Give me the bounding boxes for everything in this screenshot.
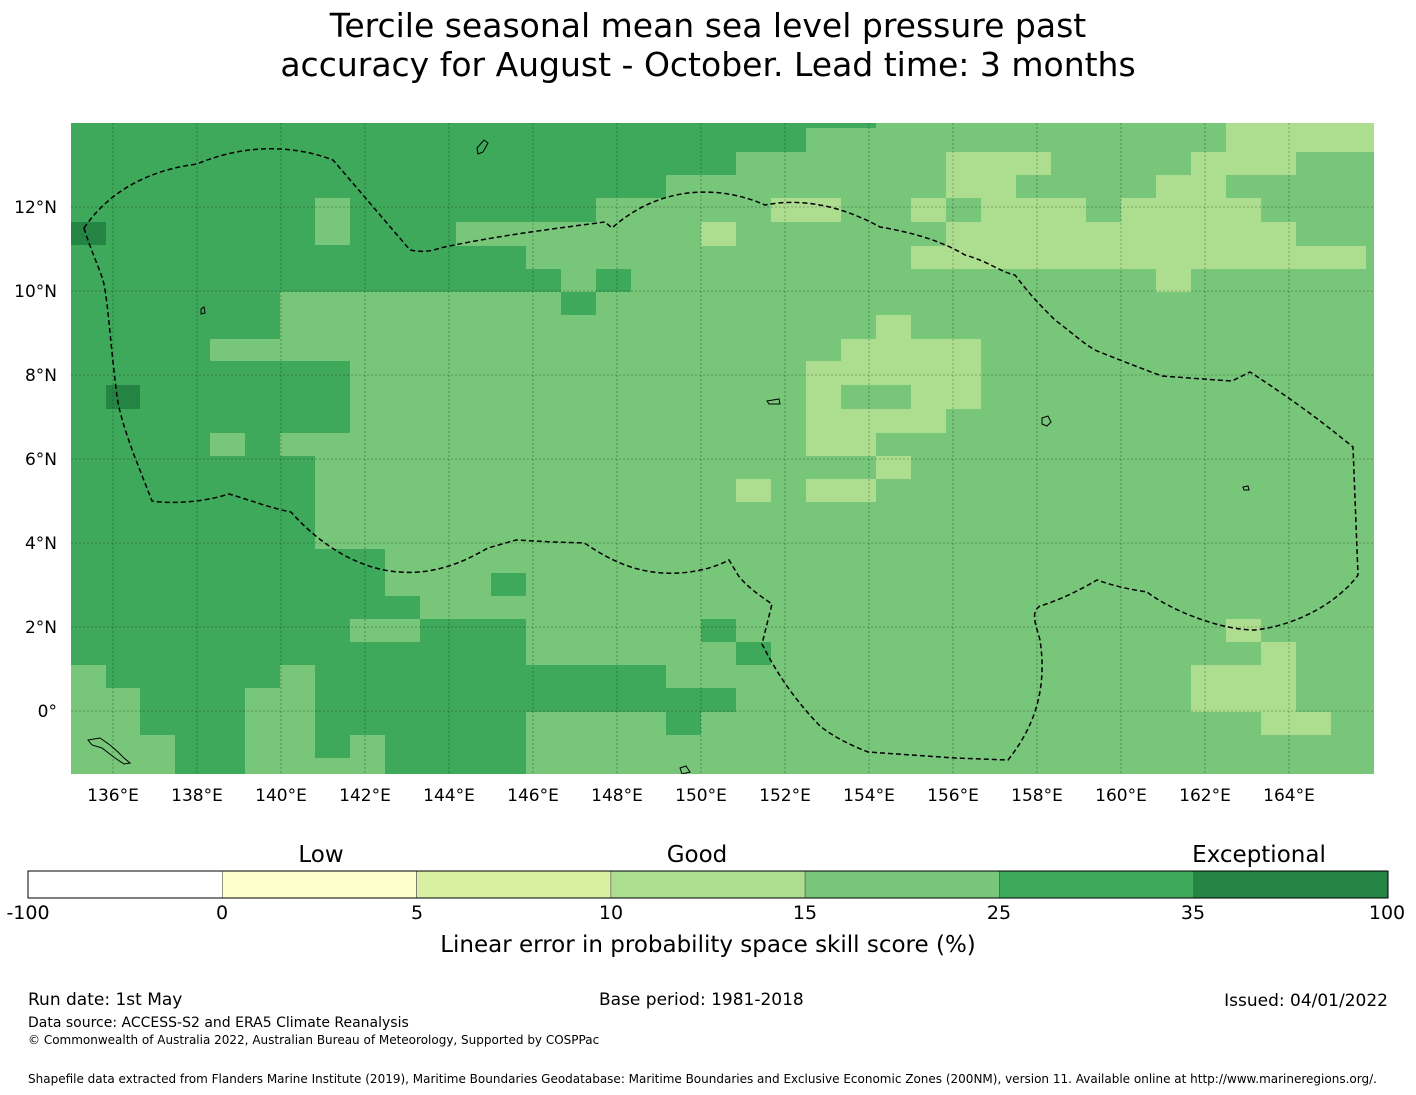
shapefile-credit: Shapefile data extracted from Flanders M… [28, 1072, 1377, 1086]
issued-date: Issued: 04/01/2022 [1224, 991, 1388, 1011]
longitude-tick-label: 140°E [255, 786, 307, 806]
run-date: Run date: 1st May [28, 990, 183, 1010]
skill-field-medium-patch [210, 339, 280, 361]
longitude-tick-label: 162°E [1179, 786, 1231, 806]
colorbar-category-good: Good [666, 842, 728, 868]
longitude-tick-label: 136°E [87, 786, 139, 806]
colorbar-segment [1193, 870, 1389, 899]
longitude-tick-label: 158°E [1011, 786, 1063, 806]
colorbar-segment [416, 870, 612, 899]
title-line-2: accuracy for August - October. Lead time… [280, 45, 1136, 84]
skill-field-darkest [71, 222, 106, 245]
colorbar-tick: 0 [215, 902, 229, 924]
skill-field-light [701, 123, 1374, 735]
skill-field-medium-patch [350, 619, 420, 642]
colorbar-segment [999, 870, 1195, 899]
skill-field-medium-patch [315, 198, 350, 245]
base-period: Base period: 1981-2018 [599, 990, 804, 1010]
skill-field-dark-patch [701, 619, 736, 642]
colorbar-tick: 35 [1180, 902, 1206, 924]
colorbar-tick: 10 [598, 902, 624, 924]
latitude-tick-label: 4°N [25, 534, 57, 554]
colorbar-label: Linear error in probability space skill … [440, 932, 976, 958]
latitude-tick-label: 8°N [25, 366, 57, 386]
longitude-tick-label: 160°E [1095, 786, 1147, 806]
longitude-tick-label: 144°E [423, 786, 475, 806]
map-gridlines [71, 123, 1374, 774]
colorbar-segment [610, 870, 806, 899]
longitude-labels: 136°E 138°E 140°E 142°E 144°E 146°E 148°E 150°E… [87, 786, 1315, 806]
skill-field-dark-patch [736, 642, 771, 665]
colorbar-tick: 5 [410, 902, 424, 924]
data-source: Data source: ACCESS-S2 and ERA5 Climate … [28, 1015, 409, 1031]
latitude-tick-label: 10°N [14, 282, 57, 302]
longitude-tick-label: 138°E [171, 786, 223, 806]
colorbar-tick: 100 [1368, 902, 1406, 924]
islands [87, 139, 1250, 774]
latitude-tick-label: 0° [38, 702, 57, 722]
map-plot-area [71, 123, 1374, 774]
title-line-1: Tercile seasonal mean sea level pressure… [329, 6, 1087, 45]
colorbar-segment [804, 870, 1000, 899]
skill-field-medium-patch [210, 433, 245, 456]
colorbar-segment [221, 870, 417, 899]
longitude-tick-label: 152°E [759, 786, 811, 806]
copyright: © Commonwealth of Australia 2022, Austra… [28, 1033, 600, 1047]
skill-field-medium-sw [71, 665, 385, 774]
colorbar-border [27, 870, 1389, 899]
skill-field-dark-patch [666, 712, 701, 735]
longitude-tick-label: 148°E [591, 786, 643, 806]
longitude-tick-label: 142°E [339, 786, 391, 806]
skill-field-dark-patch [561, 292, 596, 315]
skill-field-medium-patch [946, 198, 981, 222]
colorbar-category-exceptional: Exceptional [1192, 842, 1326, 868]
colorbar-segment [27, 870, 223, 899]
latitude-tick-label: 12°N [14, 198, 57, 218]
colorbar-tick: -100 [6, 902, 50, 924]
chart-title: Tercile seasonal mean sea level pressure… [0, 6, 1416, 84]
colorbar-tick: 25 [986, 902, 1012, 924]
skill-field-dark-patch [806, 123, 876, 128]
latitude-tick-label: 2°N [25, 618, 57, 638]
longitude-tick-label: 164°E [1263, 786, 1315, 806]
latitude-labels: 12°N 10°N 8°N 6°N 4°N 2°N 0° [14, 198, 57, 722]
colorbar-tick: 15 [792, 902, 818, 924]
longitude-tick-label: 156°E [927, 786, 979, 806]
longitude-tick-label: 146°E [507, 786, 559, 806]
longitude-tick-label: 154°E [843, 786, 895, 806]
colorbar-category-low: Low [298, 842, 344, 868]
skill-field-darkest [106, 385, 140, 409]
latitude-tick-label: 6°N [25, 450, 57, 470]
skill-field-medium-patch [841, 385, 911, 409]
eez-boundary-west [83, 147, 1359, 761]
longitude-tick-label: 150°E [675, 786, 727, 806]
skill-field-dark-patch [596, 269, 631, 292]
colorbar [27, 870, 1389, 899]
